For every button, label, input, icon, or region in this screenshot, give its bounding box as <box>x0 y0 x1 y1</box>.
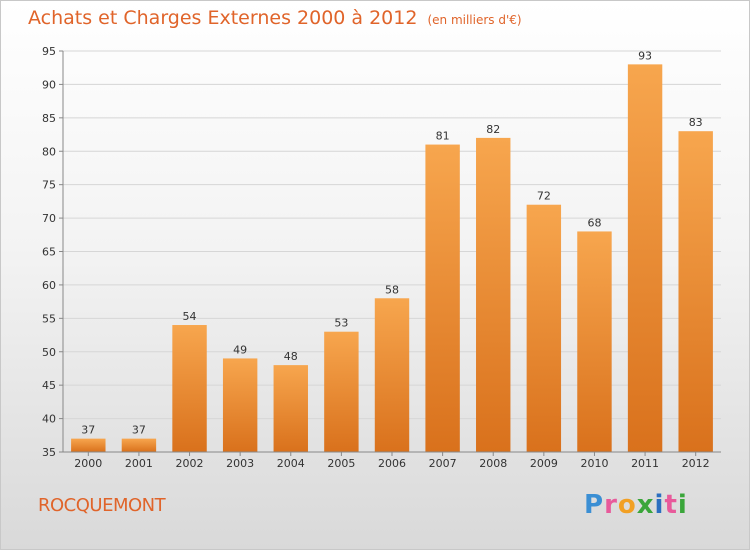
bar-2006 <box>374 298 410 452</box>
x-tick-label-2004: 2004 <box>277 457 305 470</box>
y-tick-label-40: 40 <box>42 413 56 426</box>
proxiti-logo[interactable]: Proxiti <box>584 490 688 520</box>
value-label-2008: 82 <box>486 123 500 136</box>
logo-letter: i <box>654 490 665 520</box>
y-tick-label-60: 60 <box>42 279 56 292</box>
value-label-2000: 37 <box>81 424 95 437</box>
bar-2001 <box>121 438 157 452</box>
y-tick-label-75: 75 <box>42 179 56 192</box>
value-label-2009: 72 <box>537 190 551 203</box>
bars <box>71 64 713 453</box>
chart-title-text: Achats et Charges Externes 2000 à 2012 <box>28 7 418 29</box>
logo-letter: x <box>636 490 655 520</box>
x-tick-label-2007: 2007 <box>429 457 457 470</box>
y-tick-label-95: 95 <box>42 45 56 58</box>
bar-2005 <box>324 331 359 452</box>
bar-2007 <box>425 144 460 453</box>
y-tick-label-70: 70 <box>42 212 56 225</box>
x-tick-label-2009: 2009 <box>530 457 558 470</box>
axes: 35 40 45 50 55 60 65 70 75 80 85 90 95 2000 2001 2002 20… <box>42 45 721 470</box>
x-tick-label-2010: 2010 <box>580 457 608 470</box>
x-tick-label-2011: 2011 <box>631 457 659 470</box>
logo-letter: i <box>677 490 688 520</box>
y-tick-label-45: 45 <box>42 379 56 392</box>
x-tick-label-2008: 2008 <box>479 457 507 470</box>
value-label-2005: 53 <box>334 317 348 330</box>
x-tick-label-2003: 2003 <box>226 457 254 470</box>
value-label-2012: 83 <box>689 116 703 129</box>
bar-2003 <box>222 358 258 452</box>
value-label-2002: 54 <box>183 310 197 323</box>
x-tick-label-2000: 2000 <box>74 457 102 470</box>
value-label-2001: 37 <box>132 424 146 437</box>
value-label-2007: 81 <box>436 130 450 143</box>
y-tick-label-35: 35 <box>42 446 56 459</box>
value-label-2004: 48 <box>284 350 298 363</box>
logo-letter: t <box>664 490 678 520</box>
y-tick-label-65: 65 <box>42 246 56 259</box>
value-label-2010: 68 <box>587 216 601 229</box>
value-label-2006: 58 <box>385 283 399 296</box>
logo-letter: o <box>617 490 637 520</box>
commune-name: ROCQUEMONT <box>38 495 166 516</box>
value-labels: 37 37 54 49 48 53 58 81 82 72 68 93 83 <box>81 49 702 436</box>
bar-2004 <box>273 365 308 452</box>
chart-unit: (en milliers d'€) <box>427 13 522 27</box>
chart-title: Achats et Charges Externes 2000 à 2012 (e… <box>28 7 522 29</box>
bar-2010 <box>577 231 612 452</box>
y-tick-label-55: 55 <box>42 312 56 325</box>
bar-2009 <box>526 204 562 452</box>
value-label-2011: 93 <box>638 49 652 62</box>
bar-2000 <box>71 438 106 452</box>
y-tick-label-80: 80 <box>42 145 56 158</box>
x-tick-label-2005: 2005 <box>327 457 355 470</box>
logo-letter: P <box>584 490 605 520</box>
x-tick-label-2012: 2012 <box>682 457 710 470</box>
bar-2008 <box>476 137 511 452</box>
y-tick-label-85: 85 <box>42 112 56 125</box>
bar-2002 <box>172 325 207 452</box>
bar-2011 <box>627 64 663 452</box>
logo-letter: r <box>604 490 618 520</box>
y-tick-label-90: 90 <box>42 78 56 91</box>
x-tick-label-2001: 2001 <box>125 457 153 470</box>
x-tick-label-2002: 2002 <box>176 457 204 470</box>
bar-2012 <box>678 131 713 452</box>
value-label-2003: 49 <box>233 343 247 356</box>
y-tick-label-50: 50 <box>42 346 56 359</box>
x-tick-label-2006: 2006 <box>378 457 406 470</box>
